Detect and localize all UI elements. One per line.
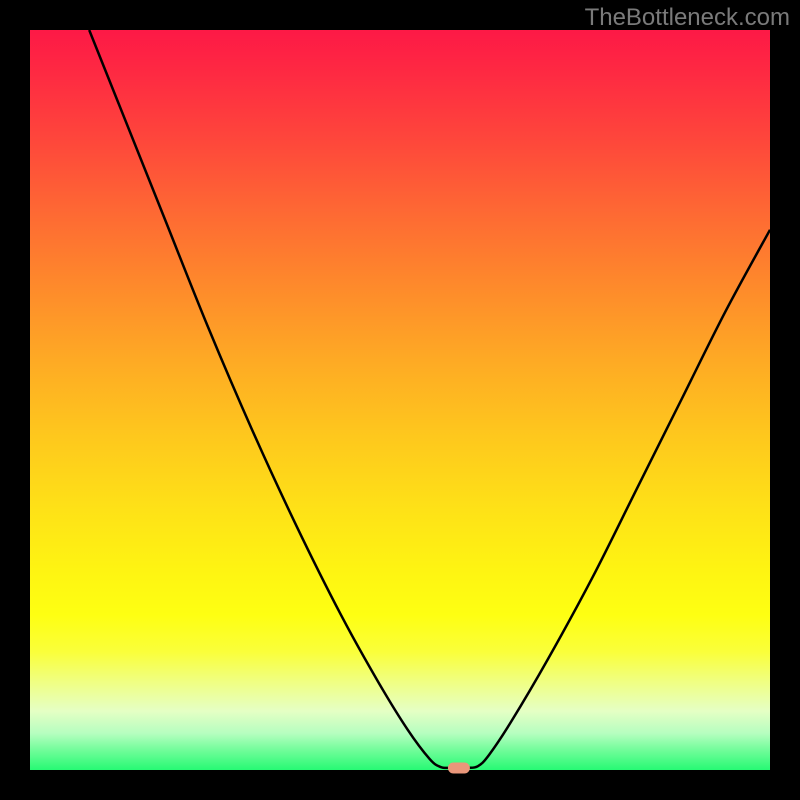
plot-area	[30, 30, 770, 770]
chart-container: TheBottleneck.com	[0, 0, 800, 800]
bottleneck-curve	[30, 30, 770, 770]
watermark-text: TheBottleneck.com	[585, 4, 790, 32]
optimal-marker	[448, 762, 470, 773]
